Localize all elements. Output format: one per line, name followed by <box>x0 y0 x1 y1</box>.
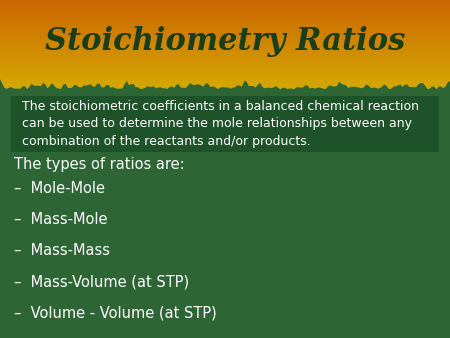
Bar <box>0 54 450 57</box>
Bar <box>0 41 450 43</box>
Bar <box>0 52 450 54</box>
Bar <box>0 4 450 6</box>
Bar <box>0 28 450 30</box>
Bar <box>0 49 450 51</box>
Bar <box>0 75 450 78</box>
Bar <box>0 86 450 88</box>
Bar <box>0 37 450 39</box>
Bar <box>0 0 450 1</box>
Bar <box>0 10 450 12</box>
Bar <box>0 43 450 45</box>
Bar <box>0 29 450 31</box>
Bar <box>0 2 450 4</box>
Polygon shape <box>0 79 450 338</box>
Text: The stoichiometric coefficients in a balanced chemical reaction
can be used to d: The stoichiometric coefficients in a bal… <box>22 100 419 148</box>
Bar <box>0 84 450 87</box>
Bar <box>0 25 450 27</box>
Bar <box>0 19 450 21</box>
Bar <box>0 88 450 90</box>
Bar <box>0 14 450 17</box>
Bar <box>0 11 450 14</box>
Bar <box>0 22 450 24</box>
Bar <box>0 44 450 46</box>
Bar <box>0 34 450 36</box>
Text: –  Mass-Mass: – Mass-Mass <box>14 243 109 258</box>
Text: Stoichiometry Ratios: Stoichiometry Ratios <box>45 26 405 57</box>
Bar <box>0 74 450 76</box>
Bar <box>0 67 450 69</box>
Text: –  Mass-Volume (at STP): – Mass-Volume (at STP) <box>14 274 189 289</box>
Bar <box>0 81 450 83</box>
Bar <box>0 32 450 34</box>
Bar <box>0 70 450 72</box>
Text: –  Mole-Mole: – Mole-Mole <box>14 181 104 196</box>
Bar <box>0 17 450 19</box>
Bar <box>0 47 450 49</box>
Bar <box>0 7 450 9</box>
Bar <box>0 72 450 75</box>
Bar <box>0 38 450 40</box>
Bar <box>0 68 450 70</box>
Bar <box>0 65 450 67</box>
Bar <box>0 1 450 3</box>
Bar <box>0 57 450 60</box>
Bar <box>0 77 450 79</box>
Bar <box>0 56 450 58</box>
Bar <box>0 61 450 63</box>
Bar <box>0 64 450 66</box>
Bar <box>0 8 450 10</box>
Bar <box>0 83 450 85</box>
Bar <box>0 23 450 25</box>
Bar <box>0 13 450 15</box>
FancyBboxPatch shape <box>11 96 439 152</box>
Text: The types of ratios are:: The types of ratios are: <box>14 157 184 172</box>
Bar <box>0 16 450 18</box>
Bar <box>0 40 450 42</box>
Bar <box>0 59 450 61</box>
Bar <box>0 20 450 22</box>
Bar <box>0 62 450 64</box>
Bar <box>0 35 450 37</box>
Text: –  Mass-Mole: – Mass-Mole <box>14 212 107 227</box>
Bar <box>0 53 450 55</box>
Bar <box>0 5 450 7</box>
Bar <box>0 78 450 81</box>
Text: –  Volume - Volume (at STP): – Volume - Volume (at STP) <box>14 305 216 320</box>
Bar <box>0 31 450 33</box>
Bar <box>0 46 450 48</box>
Bar <box>0 80 450 82</box>
Bar <box>0 71 450 73</box>
Bar <box>0 50 450 52</box>
Bar <box>0 26 450 28</box>
